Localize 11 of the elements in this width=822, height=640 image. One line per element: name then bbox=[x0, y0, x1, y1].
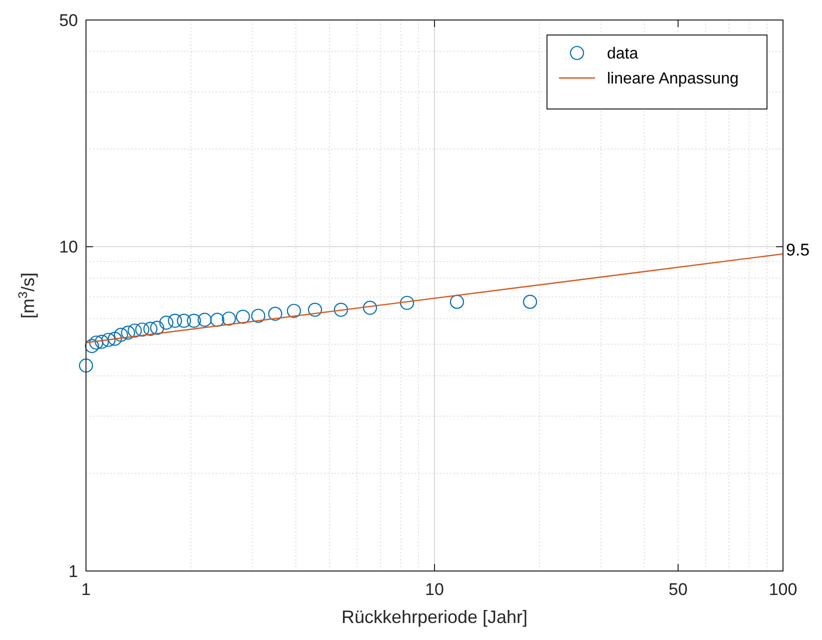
y-tick-label: 1 bbox=[68, 562, 78, 581]
x-tick-label: 1 bbox=[81, 580, 91, 599]
legend-label: data bbox=[607, 46, 638, 63]
y-tick-label: 50 bbox=[59, 10, 78, 30]
x-tick-label: 10 bbox=[425, 580, 444, 599]
x-tick-label: 50 bbox=[668, 580, 688, 599]
legend-label: lineare Anpassung bbox=[607, 70, 739, 88]
y-tick-label: 10 bbox=[59, 238, 78, 257]
annotation: 9.5 bbox=[786, 240, 810, 260]
x-axis-title: Rückkehrperiode [Jahr] bbox=[341, 607, 528, 627]
x-tick-label: 100 bbox=[768, 580, 798, 599]
